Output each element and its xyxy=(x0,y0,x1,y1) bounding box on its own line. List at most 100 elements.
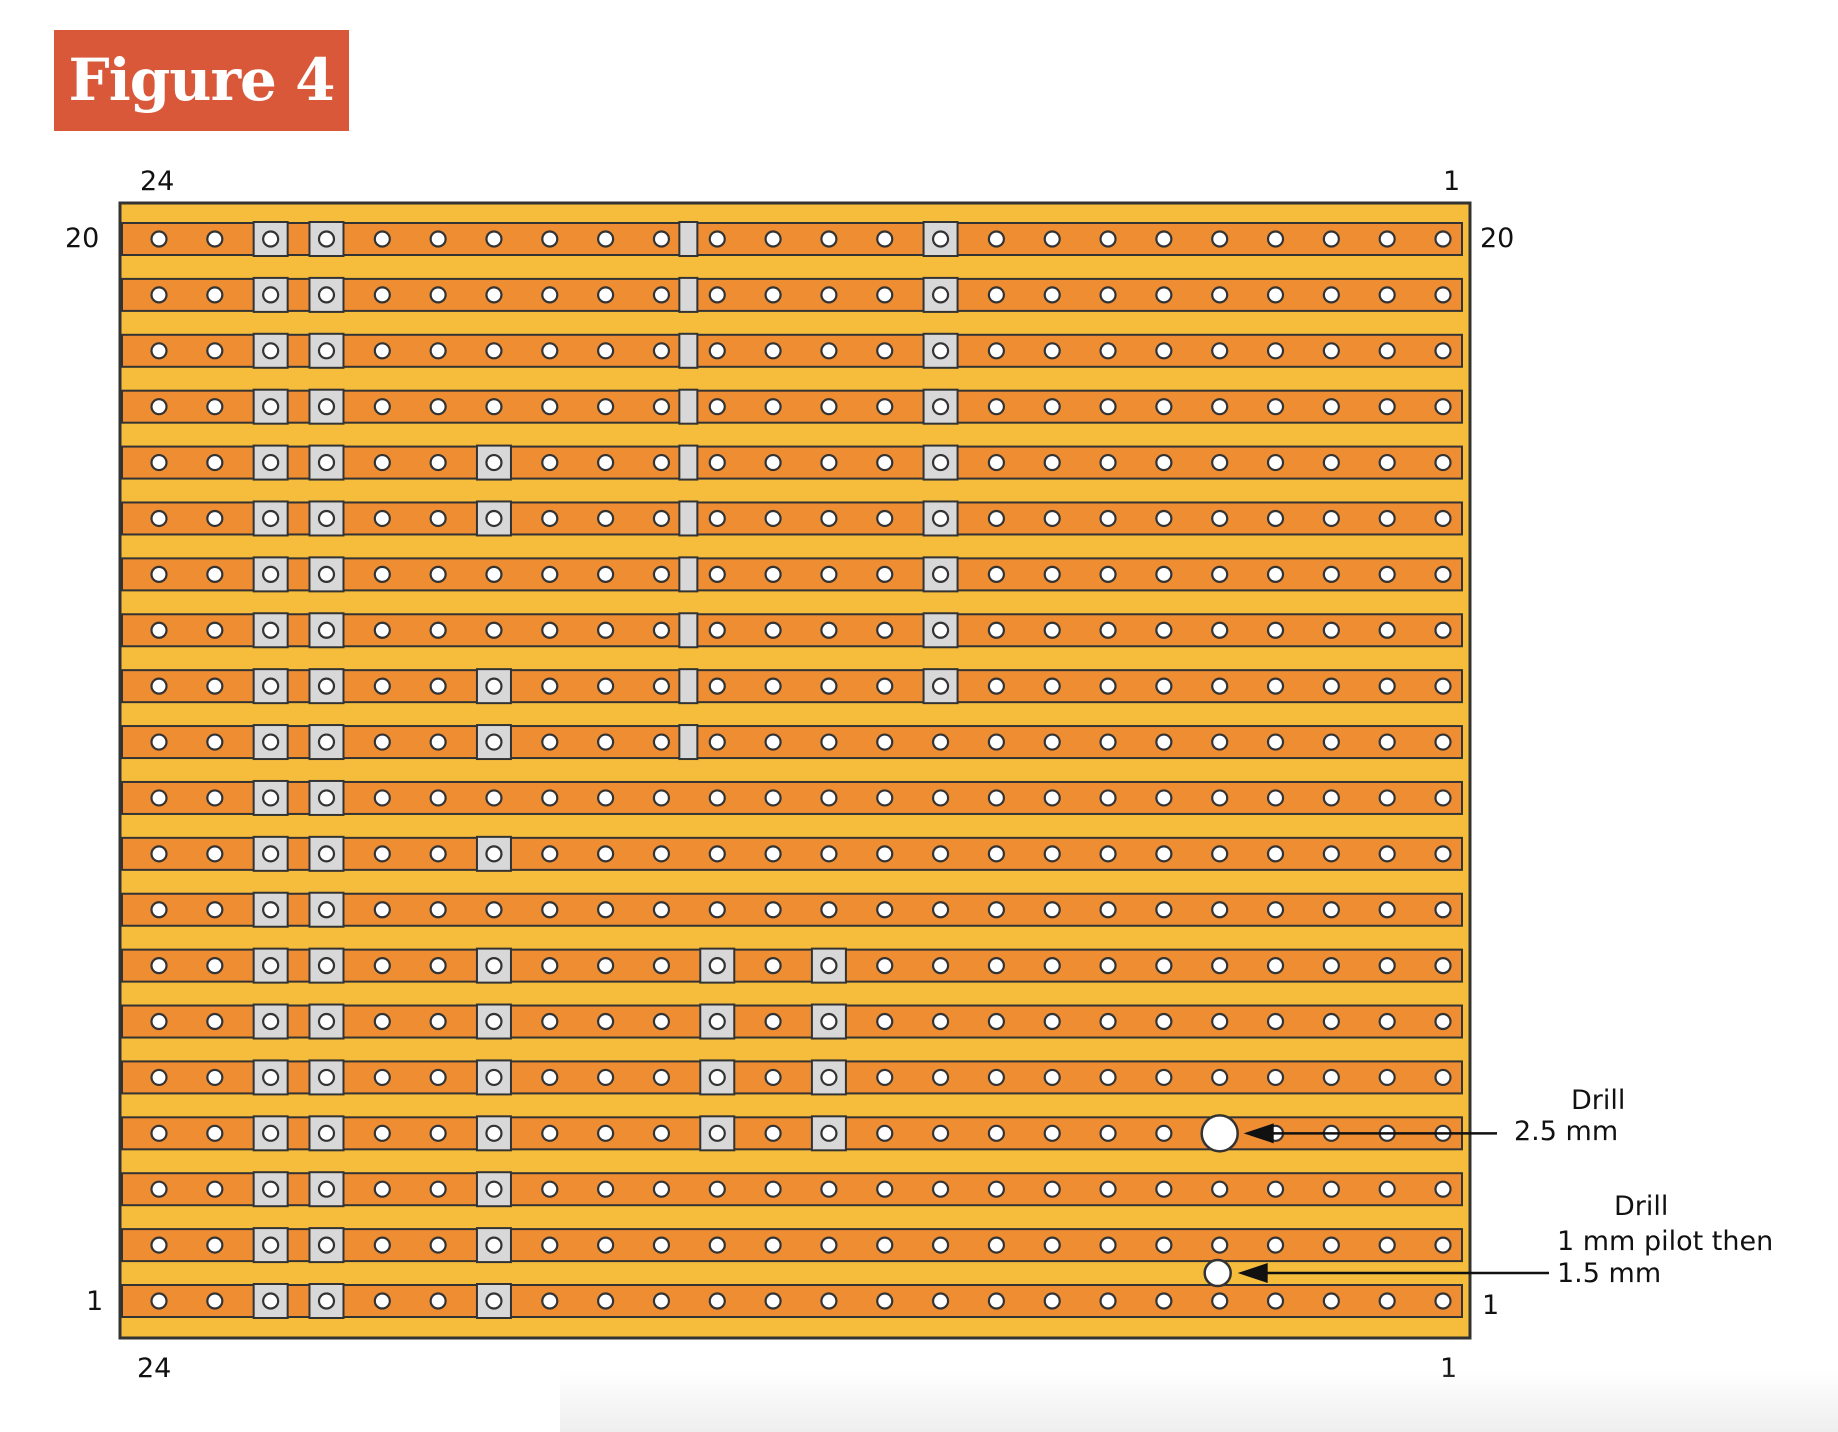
hole xyxy=(262,1180,280,1198)
hole xyxy=(987,1012,1005,1031)
hole xyxy=(1434,1180,1452,1198)
hole xyxy=(1434,509,1452,528)
hole xyxy=(652,1068,671,1087)
hole xyxy=(1322,901,1340,919)
hole xyxy=(820,230,838,248)
hole xyxy=(931,509,950,528)
hole xyxy=(987,957,1005,975)
hole xyxy=(262,845,280,863)
hole xyxy=(1155,845,1173,863)
hole xyxy=(1434,733,1452,751)
copper-strip xyxy=(121,1228,1463,1263)
hole xyxy=(1322,565,1340,583)
hole xyxy=(1155,1236,1173,1254)
hole xyxy=(317,621,336,639)
hole xyxy=(1099,342,1117,360)
hole xyxy=(1155,733,1173,751)
hole xyxy=(541,565,559,583)
hole xyxy=(1434,342,1452,360)
hole xyxy=(1043,1068,1061,1087)
hole xyxy=(764,901,782,919)
hole xyxy=(708,957,726,975)
hole xyxy=(652,342,671,360)
hole xyxy=(150,286,168,304)
solder-pad xyxy=(810,947,847,984)
hole xyxy=(876,1068,894,1087)
hole xyxy=(1266,565,1285,583)
hole xyxy=(206,789,224,807)
hole xyxy=(1043,230,1061,248)
hole xyxy=(1266,1236,1285,1254)
hole xyxy=(1043,1124,1061,1142)
hole xyxy=(708,733,726,751)
holes-layer xyxy=(150,221,1452,1319)
solder-pad xyxy=(252,556,289,593)
hole xyxy=(597,677,615,695)
hole xyxy=(652,733,671,751)
drill-hole-small xyxy=(1203,1258,1232,1288)
hole xyxy=(206,957,224,975)
hole xyxy=(1434,286,1452,304)
hole xyxy=(373,230,391,248)
hole xyxy=(317,1292,336,1310)
hole xyxy=(541,453,559,472)
hole xyxy=(931,957,950,975)
row-label-right-bottom: 1 xyxy=(1482,1290,1499,1321)
hole xyxy=(1322,509,1340,528)
hole xyxy=(429,957,447,975)
hole xyxy=(1211,901,1229,919)
hole xyxy=(206,1292,224,1310)
hole xyxy=(987,1236,1005,1254)
hole xyxy=(876,845,894,863)
hole xyxy=(262,1124,280,1142)
hole xyxy=(1099,509,1117,528)
hole xyxy=(1211,677,1229,695)
drill-25-arrowhead xyxy=(1243,1123,1274,1144)
hole xyxy=(1155,1012,1173,1031)
hole xyxy=(764,1124,782,1142)
drill-25-size: 2.5 mm xyxy=(1514,1116,1618,1147)
hole xyxy=(262,453,280,472)
hole xyxy=(1211,453,1229,472)
hole xyxy=(429,565,447,583)
hole xyxy=(987,845,1005,863)
hole xyxy=(206,398,224,416)
hole xyxy=(1266,1292,1285,1310)
hole xyxy=(876,1180,894,1198)
hole xyxy=(820,1068,838,1087)
hole xyxy=(1043,845,1061,863)
hole xyxy=(1434,398,1452,416)
hole xyxy=(317,565,336,583)
copper-strip xyxy=(121,836,1463,871)
hole xyxy=(764,342,782,360)
hole xyxy=(1099,1236,1117,1254)
hole xyxy=(1043,621,1061,639)
hole xyxy=(541,901,559,919)
hole xyxy=(485,1124,503,1142)
hole xyxy=(1211,789,1229,807)
hole xyxy=(652,789,671,807)
hole xyxy=(429,1236,447,1254)
hole xyxy=(820,1180,838,1198)
strip-cut xyxy=(678,612,699,649)
hole xyxy=(429,733,447,751)
hole xyxy=(764,1068,782,1087)
hole xyxy=(708,621,726,639)
hole xyxy=(429,1068,447,1087)
hole xyxy=(931,230,950,248)
hole xyxy=(1378,901,1396,919)
hole xyxy=(485,230,503,248)
hole xyxy=(820,621,838,639)
strip-cut xyxy=(678,276,699,313)
hole xyxy=(262,957,280,975)
hole xyxy=(373,621,391,639)
hole xyxy=(820,1236,838,1254)
hole xyxy=(206,230,224,248)
strip-cut xyxy=(678,500,699,537)
hole xyxy=(429,845,447,863)
hole xyxy=(317,733,336,751)
hole xyxy=(262,1292,280,1310)
hole xyxy=(1266,957,1285,975)
hole xyxy=(150,565,168,583)
hole xyxy=(764,398,782,416)
